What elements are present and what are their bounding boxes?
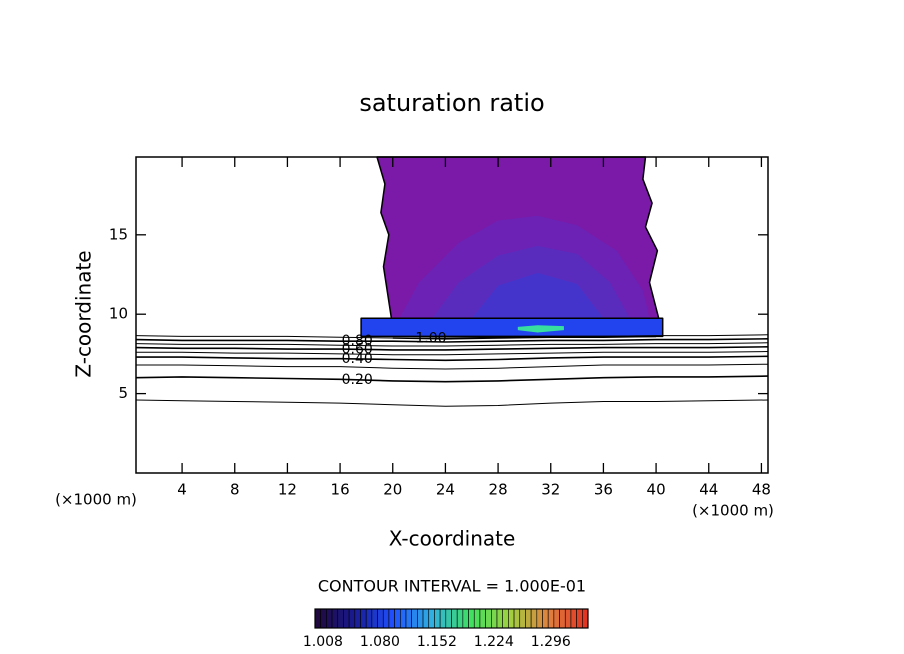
contour-line xyxy=(135,399,769,407)
colorbar-cell xyxy=(547,608,555,629)
x-tick-label: 8 xyxy=(230,481,240,499)
colorbar-cell xyxy=(496,608,503,629)
x-tick-label: 20 xyxy=(383,481,402,499)
colorbar-cell xyxy=(382,608,390,629)
contour-label: 0.80 xyxy=(342,333,373,349)
colorbar-cell xyxy=(371,608,378,629)
contour-line xyxy=(392,335,657,340)
x-tick-label: 12 xyxy=(278,481,297,499)
colorbar-cell xyxy=(326,608,333,629)
colorbar-tick-label: 1.224 xyxy=(474,634,514,650)
colorbar-cell xyxy=(411,608,418,629)
colorbar-cell xyxy=(582,608,589,629)
x-tick-label: 32 xyxy=(541,481,560,499)
x-tick-label: 24 xyxy=(436,481,455,499)
colorbar-cell xyxy=(468,608,475,629)
contour-label: 1.00 xyxy=(415,331,446,347)
chart-title: saturation ratio xyxy=(359,89,544,117)
colorbar-cell xyxy=(422,608,430,629)
colorbar-cell xyxy=(570,608,577,629)
contour-line xyxy=(135,375,769,383)
x-tick-label: 48 xyxy=(752,481,771,499)
contour-line xyxy=(136,355,769,362)
x-tick-label: 44 xyxy=(699,481,718,499)
x-tick-label: 4 xyxy=(177,481,187,499)
colorbar-tick-label: 1.008 xyxy=(303,634,343,650)
colorbar-cell xyxy=(343,608,350,629)
colorbar-tick-label: 1.080 xyxy=(360,634,400,650)
colorbar-cell xyxy=(439,608,447,629)
colorbar-cell xyxy=(388,608,395,629)
colorbar-tick-label: 1.296 xyxy=(531,634,571,650)
colorbar-cell xyxy=(348,608,356,629)
colorbar-cell xyxy=(525,608,532,629)
contour-line xyxy=(136,351,769,356)
colorbar-cell xyxy=(314,608,321,629)
colorbar-cell xyxy=(417,608,424,629)
y-tick-label: 5 xyxy=(118,384,128,402)
contour-label: 0.20 xyxy=(342,372,373,388)
colorbar-cell xyxy=(553,608,560,629)
plot-frame xyxy=(135,156,769,474)
y-unit: (×1000 m) xyxy=(55,491,137,509)
colorbar-cell xyxy=(331,608,339,629)
colorbar-cell xyxy=(405,608,412,629)
colorbar-cell xyxy=(360,608,367,629)
x-axis-title: X-coordinate xyxy=(389,527,516,551)
contour-region xyxy=(471,272,604,319)
colorbar-cell xyxy=(365,608,373,629)
colorbar-cell xyxy=(400,608,407,629)
colorbar-cell xyxy=(491,608,498,629)
colorbar-cell xyxy=(542,608,549,629)
colorbar-cell xyxy=(320,608,327,629)
colorbar-cell xyxy=(456,608,464,629)
x-unit: (×1000 m) xyxy=(692,502,774,520)
colorbar-cell xyxy=(473,608,481,629)
colorbar-cell xyxy=(354,608,361,629)
y-axis-title: Z-coordinate xyxy=(72,250,96,377)
colorbar-cell xyxy=(428,608,435,629)
contour-region xyxy=(517,325,564,333)
contour-line xyxy=(135,342,769,347)
colorbar-cell xyxy=(451,608,458,629)
contour-interval: CONTOUR INTERVAL = 1.000E-01 xyxy=(318,577,586,596)
colorbar-frame xyxy=(314,608,589,629)
colorbar-cell xyxy=(485,608,492,629)
x-tick-label: 36 xyxy=(594,481,613,499)
x-tick-label: 28 xyxy=(489,481,508,499)
colorbar-cell xyxy=(508,608,515,629)
colorbar-cell xyxy=(377,608,384,629)
colorbar-tick-label: 1.152 xyxy=(417,634,457,650)
colorbar-cell xyxy=(394,608,401,629)
colorbar-cell xyxy=(559,608,566,629)
colorbar-cell xyxy=(564,608,572,629)
colorbar-cell xyxy=(502,608,509,629)
colorbar-cell xyxy=(576,608,583,629)
contour-line xyxy=(135,346,769,351)
y-tick-label: 15 xyxy=(109,225,128,243)
colorbar-cell xyxy=(434,608,441,629)
colorbar-cell xyxy=(536,608,543,629)
colorbar-cell xyxy=(519,608,526,629)
colorbar-cell xyxy=(445,608,452,629)
contour-label: 0.60 xyxy=(342,341,373,357)
colorbar-cell xyxy=(479,608,486,629)
contour-line xyxy=(136,363,769,370)
colorbar-cell xyxy=(337,608,344,629)
y-tick-label: 10 xyxy=(109,305,128,323)
colorbar-cell xyxy=(462,608,469,629)
x-tick-label: 16 xyxy=(331,481,350,499)
x-tick-label: 40 xyxy=(647,481,666,499)
contour-line xyxy=(135,338,769,343)
colorbar-cell xyxy=(513,608,521,629)
contour-region xyxy=(360,317,664,338)
colorbar-cell xyxy=(530,608,538,629)
contour-label: 0.40 xyxy=(342,351,373,367)
